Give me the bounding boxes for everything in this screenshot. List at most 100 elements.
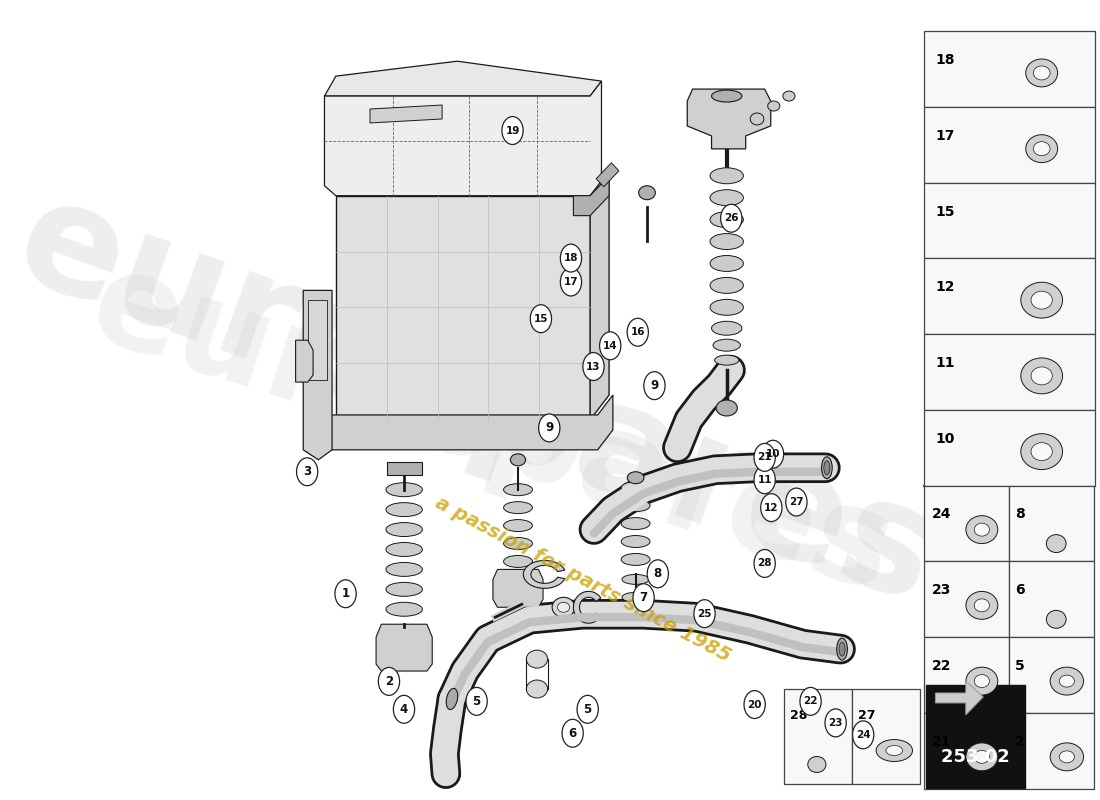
Ellipse shape [975, 750, 989, 763]
Circle shape [530, 305, 551, 333]
Circle shape [761, 494, 782, 522]
Ellipse shape [504, 484, 532, 496]
Text: 24: 24 [932, 507, 952, 522]
Ellipse shape [510, 454, 526, 466]
Text: 18: 18 [563, 253, 579, 263]
Circle shape [800, 687, 822, 715]
Ellipse shape [627, 472, 644, 484]
Ellipse shape [526, 680, 548, 698]
FancyBboxPatch shape [924, 31, 1094, 107]
Circle shape [562, 719, 583, 747]
Ellipse shape [1050, 667, 1084, 695]
FancyBboxPatch shape [851, 689, 921, 784]
Ellipse shape [386, 582, 422, 596]
Text: 26: 26 [724, 214, 738, 223]
Ellipse shape [621, 592, 649, 602]
Polygon shape [387, 462, 421, 474]
FancyBboxPatch shape [924, 182, 1094, 258]
FancyBboxPatch shape [783, 689, 851, 784]
Ellipse shape [639, 186, 656, 200]
Ellipse shape [386, 482, 422, 497]
Polygon shape [304, 290, 332, 460]
Text: 7: 7 [639, 591, 648, 604]
Circle shape [632, 584, 654, 612]
FancyBboxPatch shape [924, 334, 1094, 410]
Ellipse shape [783, 91, 795, 101]
Ellipse shape [710, 255, 744, 271]
Ellipse shape [1059, 675, 1075, 687]
Circle shape [578, 695, 598, 723]
Ellipse shape [386, 522, 422, 537]
FancyBboxPatch shape [1009, 486, 1094, 562]
Circle shape [825, 709, 846, 737]
Ellipse shape [1033, 142, 1050, 156]
Text: 15: 15 [935, 205, 955, 218]
Text: 18: 18 [935, 53, 955, 67]
Text: 3: 3 [304, 466, 311, 478]
Circle shape [627, 318, 648, 346]
Ellipse shape [1021, 282, 1063, 318]
Text: 15: 15 [534, 314, 548, 324]
Ellipse shape [966, 743, 998, 770]
Circle shape [754, 550, 776, 578]
Text: 253 02: 253 02 [942, 748, 1010, 766]
Ellipse shape [1033, 66, 1050, 80]
Ellipse shape [1046, 534, 1066, 553]
FancyBboxPatch shape [924, 107, 1094, 182]
Circle shape [539, 414, 560, 442]
Circle shape [583, 353, 604, 381]
FancyBboxPatch shape [924, 637, 1009, 713]
Polygon shape [524, 561, 564, 588]
Text: 1: 1 [341, 587, 350, 600]
Text: 17: 17 [563, 277, 579, 287]
Text: 23: 23 [932, 583, 952, 598]
Ellipse shape [447, 688, 458, 710]
Text: 20: 20 [747, 699, 762, 710]
Ellipse shape [504, 519, 532, 531]
Text: 5: 5 [583, 703, 592, 716]
FancyBboxPatch shape [924, 258, 1094, 334]
Text: 12: 12 [935, 280, 955, 294]
Polygon shape [308, 300, 328, 380]
Ellipse shape [975, 599, 989, 612]
Text: 8: 8 [1015, 507, 1025, 522]
Polygon shape [573, 591, 601, 623]
Text: 21: 21 [932, 734, 952, 749]
Text: eurospares: eurospares [75, 241, 908, 619]
Text: 14: 14 [603, 341, 617, 350]
FancyBboxPatch shape [1009, 637, 1094, 713]
Ellipse shape [713, 339, 740, 351]
Circle shape [644, 372, 666, 400]
Ellipse shape [710, 212, 744, 228]
Text: 4: 4 [400, 703, 408, 716]
Ellipse shape [710, 278, 744, 294]
Text: 28: 28 [758, 558, 772, 569]
Ellipse shape [712, 90, 741, 102]
Circle shape [754, 466, 776, 494]
Ellipse shape [966, 591, 998, 619]
Polygon shape [596, 163, 619, 186]
Text: 22: 22 [932, 659, 952, 673]
Text: 11: 11 [935, 356, 955, 370]
Text: 24: 24 [856, 730, 870, 740]
Ellipse shape [558, 602, 570, 612]
Polygon shape [590, 176, 609, 420]
Circle shape [560, 268, 582, 296]
Ellipse shape [1021, 358, 1063, 394]
Ellipse shape [526, 650, 548, 668]
Circle shape [647, 560, 669, 588]
Circle shape [852, 721, 873, 749]
FancyBboxPatch shape [924, 410, 1094, 486]
Ellipse shape [839, 642, 845, 656]
Text: 17: 17 [935, 129, 955, 143]
Ellipse shape [750, 113, 763, 125]
Text: eurospares: eurospares [0, 165, 956, 635]
Text: 25: 25 [697, 609, 712, 618]
Polygon shape [324, 81, 602, 196]
Circle shape [720, 204, 741, 232]
Ellipse shape [386, 562, 422, 576]
Ellipse shape [621, 554, 650, 566]
Text: 13: 13 [586, 362, 601, 371]
Circle shape [297, 458, 318, 486]
Circle shape [394, 695, 415, 723]
